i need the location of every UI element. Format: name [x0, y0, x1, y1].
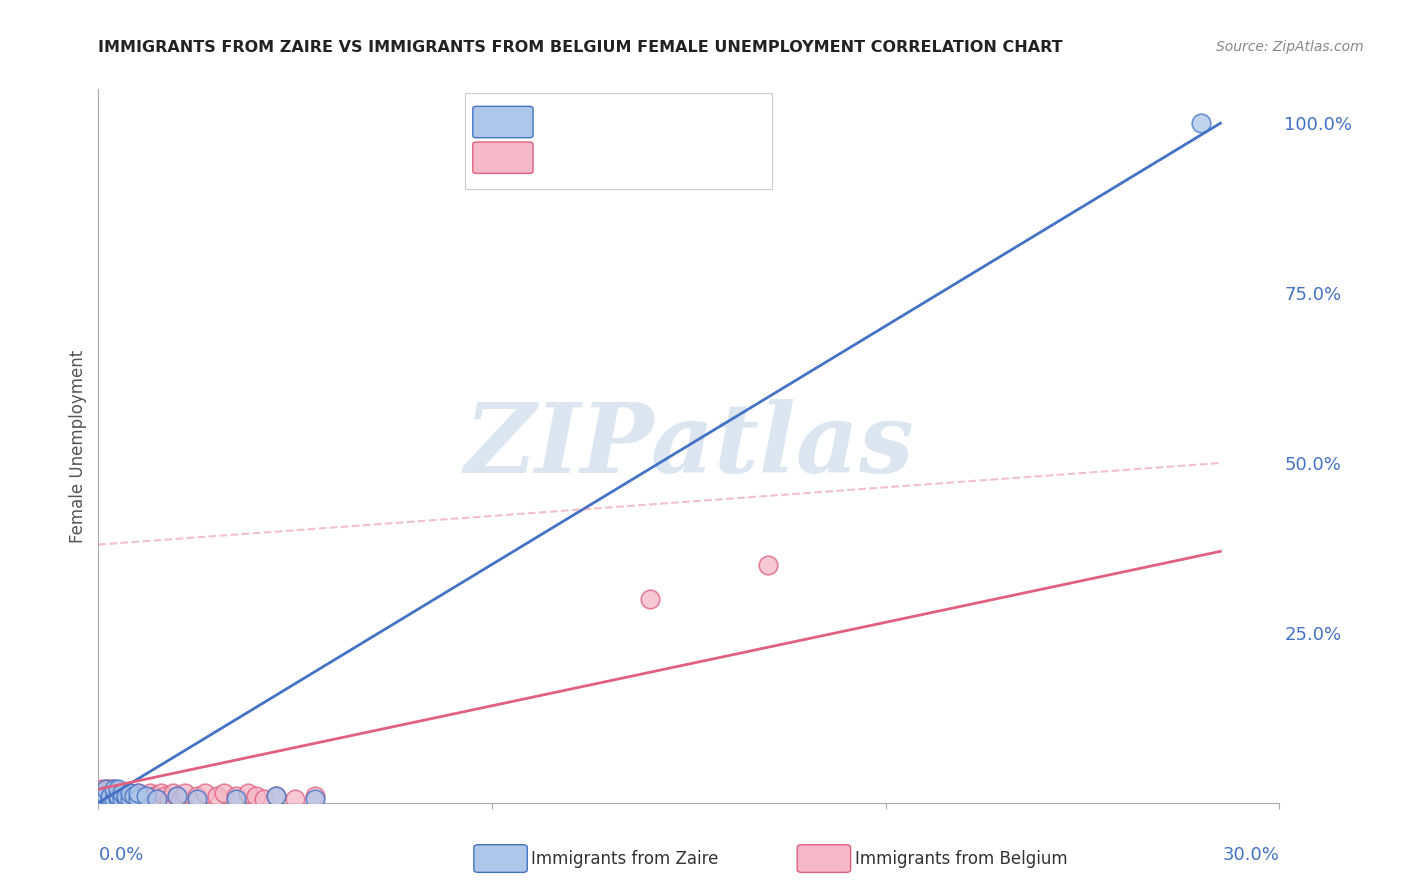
Point — [127, 786, 149, 800]
Point — [638, 591, 661, 606]
Point — [107, 789, 129, 803]
Point — [107, 789, 129, 803]
Point — [91, 789, 114, 803]
Text: Source: ZipAtlas.com: Source: ZipAtlas.com — [1216, 40, 1364, 54]
Point — [157, 792, 180, 806]
Point — [166, 789, 188, 803]
Point — [107, 782, 129, 797]
Point — [103, 792, 125, 806]
Point — [111, 792, 134, 806]
Point — [91, 782, 114, 797]
Point — [194, 786, 217, 800]
Text: R =: R = — [541, 149, 581, 167]
Point — [186, 792, 208, 806]
Text: 0.957: 0.957 — [589, 113, 645, 131]
Point — [155, 789, 177, 803]
Point — [122, 792, 145, 806]
Text: ZIPatlas: ZIPatlas — [464, 399, 914, 493]
Point — [107, 792, 129, 806]
Point — [115, 792, 138, 806]
Text: N =: N = — [651, 149, 692, 167]
Point — [253, 792, 276, 806]
Point — [186, 789, 208, 803]
Point — [107, 786, 129, 800]
Point — [127, 792, 149, 806]
Point — [103, 782, 125, 797]
Point — [96, 789, 118, 803]
Point — [98, 789, 121, 803]
Point — [96, 782, 118, 797]
Point — [264, 789, 287, 803]
Point — [111, 786, 134, 800]
Point — [118, 786, 141, 800]
Point — [111, 792, 134, 806]
Point — [264, 789, 287, 803]
Point — [107, 792, 129, 806]
Point — [304, 792, 326, 806]
Point — [98, 789, 121, 803]
Point — [170, 792, 193, 806]
Point — [284, 792, 307, 806]
Point — [138, 786, 160, 800]
Point — [174, 786, 197, 800]
Point — [98, 792, 121, 806]
Point — [122, 789, 145, 803]
Text: Immigrants from Belgium: Immigrants from Belgium — [855, 850, 1067, 868]
FancyBboxPatch shape — [472, 106, 533, 137]
Point — [142, 789, 165, 803]
Point — [103, 792, 125, 806]
Point — [245, 789, 267, 803]
Text: 49: 49 — [699, 149, 724, 167]
Text: Immigrants from Zaire: Immigrants from Zaire — [531, 850, 718, 868]
Text: 30.0%: 30.0% — [1223, 846, 1279, 863]
Point — [236, 786, 259, 800]
Point — [98, 782, 121, 797]
Point — [127, 792, 149, 806]
Point — [1189, 116, 1212, 130]
Point — [756, 558, 779, 572]
Point — [135, 789, 157, 803]
Point — [96, 789, 118, 803]
Point — [118, 786, 141, 800]
Point — [115, 789, 138, 803]
Point — [135, 792, 157, 806]
Point — [214, 786, 236, 800]
Point — [122, 789, 145, 803]
FancyBboxPatch shape — [472, 142, 533, 173]
Point — [118, 792, 141, 806]
Text: 0.639: 0.639 — [589, 149, 645, 167]
Text: N =: N = — [651, 113, 692, 131]
Point — [304, 789, 326, 803]
Point — [225, 789, 247, 803]
Point — [111, 786, 134, 800]
Point — [103, 782, 125, 797]
Point — [96, 782, 118, 797]
Text: R =: R = — [541, 113, 581, 131]
Point — [146, 792, 169, 806]
Point — [127, 786, 149, 800]
FancyBboxPatch shape — [464, 93, 772, 189]
Point — [131, 789, 153, 803]
Point — [115, 789, 138, 803]
Text: 0.0%: 0.0% — [98, 846, 143, 863]
Point — [150, 786, 173, 800]
Y-axis label: Female Unemployment: Female Unemployment — [69, 350, 87, 542]
Point — [225, 792, 247, 806]
Point — [98, 792, 121, 806]
Point — [162, 786, 184, 800]
Point — [91, 789, 114, 803]
Point — [166, 789, 188, 803]
Point — [96, 792, 118, 806]
Point — [146, 792, 169, 806]
Point — [118, 792, 141, 806]
Point — [103, 789, 125, 803]
Point — [205, 789, 228, 803]
Text: IMMIGRANTS FROM ZAIRE VS IMMIGRANTS FROM BELGIUM FEMALE UNEMPLOYMENT CORRELATION: IMMIGRANTS FROM ZAIRE VS IMMIGRANTS FROM… — [98, 40, 1063, 55]
Point — [115, 792, 138, 806]
Text: 27: 27 — [699, 113, 724, 131]
